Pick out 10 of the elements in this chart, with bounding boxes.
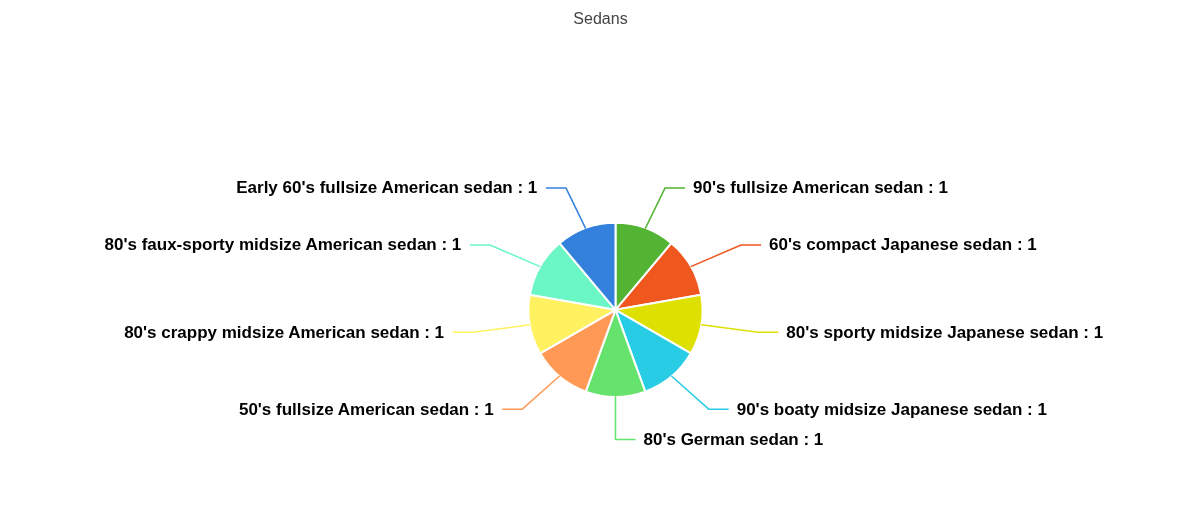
slice-label: 80's sporty midsize Japanese sedan : 1 <box>786 322 1104 342</box>
chart-title: Sedans <box>573 9 628 27</box>
slice-label: 60's compact Japanese sedan : 1 <box>769 235 1037 255</box>
slice-label: Early 60's fullsize American sedan : 1 <box>236 178 538 198</box>
slice-label: 90's boaty midsize Japanese sedan : 1 <box>736 399 1047 419</box>
slice-label: 90's fullsize American sedan : 1 <box>693 178 948 198</box>
slice-label: 80's German sedan : 1 <box>643 430 824 450</box>
slice-label: 80's crappy midsize American sedan : 1 <box>124 322 445 342</box>
slice-label: 50's fullsize American sedan : 1 <box>238 399 494 419</box>
slice-label: 80's faux-sporty midsize American sedan : 1 <box>104 235 462 255</box>
